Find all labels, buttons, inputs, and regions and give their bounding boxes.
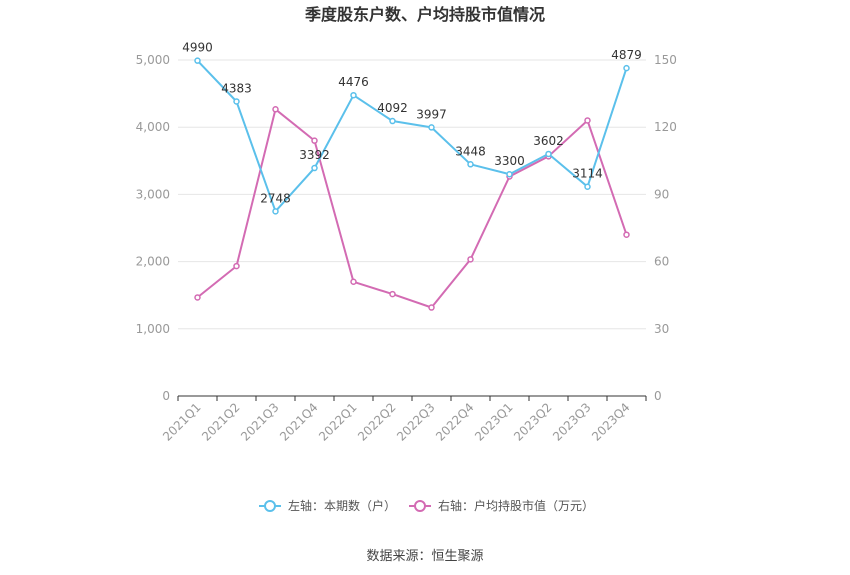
data-label-holders: 3997	[416, 107, 447, 121]
data-point-holders	[584, 183, 591, 190]
data-labels: 4990 4383 2748 3392 4476 4092 3997 3448 3300 3602…	[182, 41, 642, 206]
data-point-holders	[389, 117, 396, 125]
grid-lines	[178, 59, 646, 330]
data-label-holders: 3392	[299, 148, 330, 162]
left-axis-tick-label: 2,000	[136, 255, 170, 269]
right-axis-tick-label: 30	[654, 322, 669, 336]
x-axis-tick-label: 2022Q2	[355, 400, 399, 444]
data-point-holders	[545, 150, 552, 158]
data-source-note: 数据来源：恒生聚源	[366, 549, 483, 564]
right-axis-tick-label: 0	[654, 389, 662, 403]
data-label-holders: 3300	[494, 154, 525, 168]
x-axis-tick-label: 2022Q3	[394, 400, 438, 444]
data-point-avg-value	[311, 137, 318, 144]
left-axis-tick-label: 1,000	[136, 322, 170, 336]
data-label-holders: 3114	[572, 167, 603, 181]
data-point-holders	[272, 208, 279, 215]
data-label-holders: 4092	[377, 101, 408, 115]
data-label-holders: 4990	[182, 41, 213, 55]
series-layer	[194, 57, 630, 311]
legend-item-avg-value-label: 右轴：户均持股市值（万元）	[438, 498, 594, 513]
right-axis-tick-label: 150	[654, 53, 677, 67]
data-point-avg-value	[272, 106, 279, 113]
data-point-avg-value	[350, 278, 357, 286]
x-axis-tick-label: 2023Q2	[511, 400, 555, 444]
legend-item-avg-value-swatch-marker	[414, 500, 426, 512]
data-point-avg-value	[467, 256, 474, 263]
data-point-avg-value	[233, 262, 240, 270]
data-label-holders: 3602	[533, 134, 564, 148]
x-axis-tick-label: 2021Q4	[277, 400, 321, 444]
data-point-avg-value	[389, 290, 396, 298]
left-axis-tick-label: 5,000	[136, 53, 170, 67]
data-point-holders	[194, 57, 201, 64]
right-axis-tick-label: 120	[654, 120, 677, 134]
x-axis-tick-label: 2023Q4	[589, 400, 633, 444]
right-axis-tick-label: 60	[654, 255, 669, 269]
data-point-holders	[467, 161, 474, 168]
series-line-holders	[196, 60, 628, 213]
data-point-holders	[233, 98, 240, 105]
data-point-holders	[311, 164, 318, 172]
chart-title: 季度股东户数、户均持股市值情况	[304, 5, 545, 24]
data-label-holders: 4383	[221, 81, 252, 95]
x-axis-tick-label: 2022Q4	[433, 400, 477, 444]
data-label-holders: 4879	[611, 48, 642, 62]
data-label-holders: 3448	[455, 144, 486, 158]
x-axis-tick-label: 2023Q1	[472, 400, 516, 444]
left-axis-tick-label: 3,000	[136, 187, 170, 201]
data-point-avg-value	[623, 231, 630, 238]
x-axis-tick-label: 2022Q1	[316, 400, 360, 444]
data-label-holders: 2748	[260, 191, 291, 205]
data-point-avg-value	[584, 117, 591, 124]
data-point-holders	[506, 170, 513, 178]
x-axis-tick-label: 2023Q3	[550, 400, 594, 444]
left-axis-tick-label: 0	[162, 389, 170, 403]
right-axis-tick-label: 90	[654, 187, 669, 201]
data-point-holders	[428, 124, 435, 131]
data-point-holders	[623, 64, 630, 72]
legend-item-holders-swatch-marker	[264, 500, 276, 512]
legend-item-holders-label: 左轴：本期数（户）	[288, 498, 396, 513]
x-axis-tick-label: 2021Q1	[160, 400, 204, 444]
data-point-holders	[350, 91, 357, 99]
legend: 左轴：本期数（户） 右轴：户均持股市值（万元）	[259, 498, 594, 513]
x-axis-tick-label: 2021Q3	[238, 400, 282, 444]
series-line-avg-value	[196, 108, 628, 309]
x-axis-tick-label: 2021Q2	[199, 400, 243, 444]
data-point-avg-value	[194, 294, 201, 301]
data-point-avg-value	[428, 304, 435, 311]
left-axis-tick-label: 4,000	[136, 120, 170, 134]
data-label-holders: 4476	[338, 75, 369, 89]
